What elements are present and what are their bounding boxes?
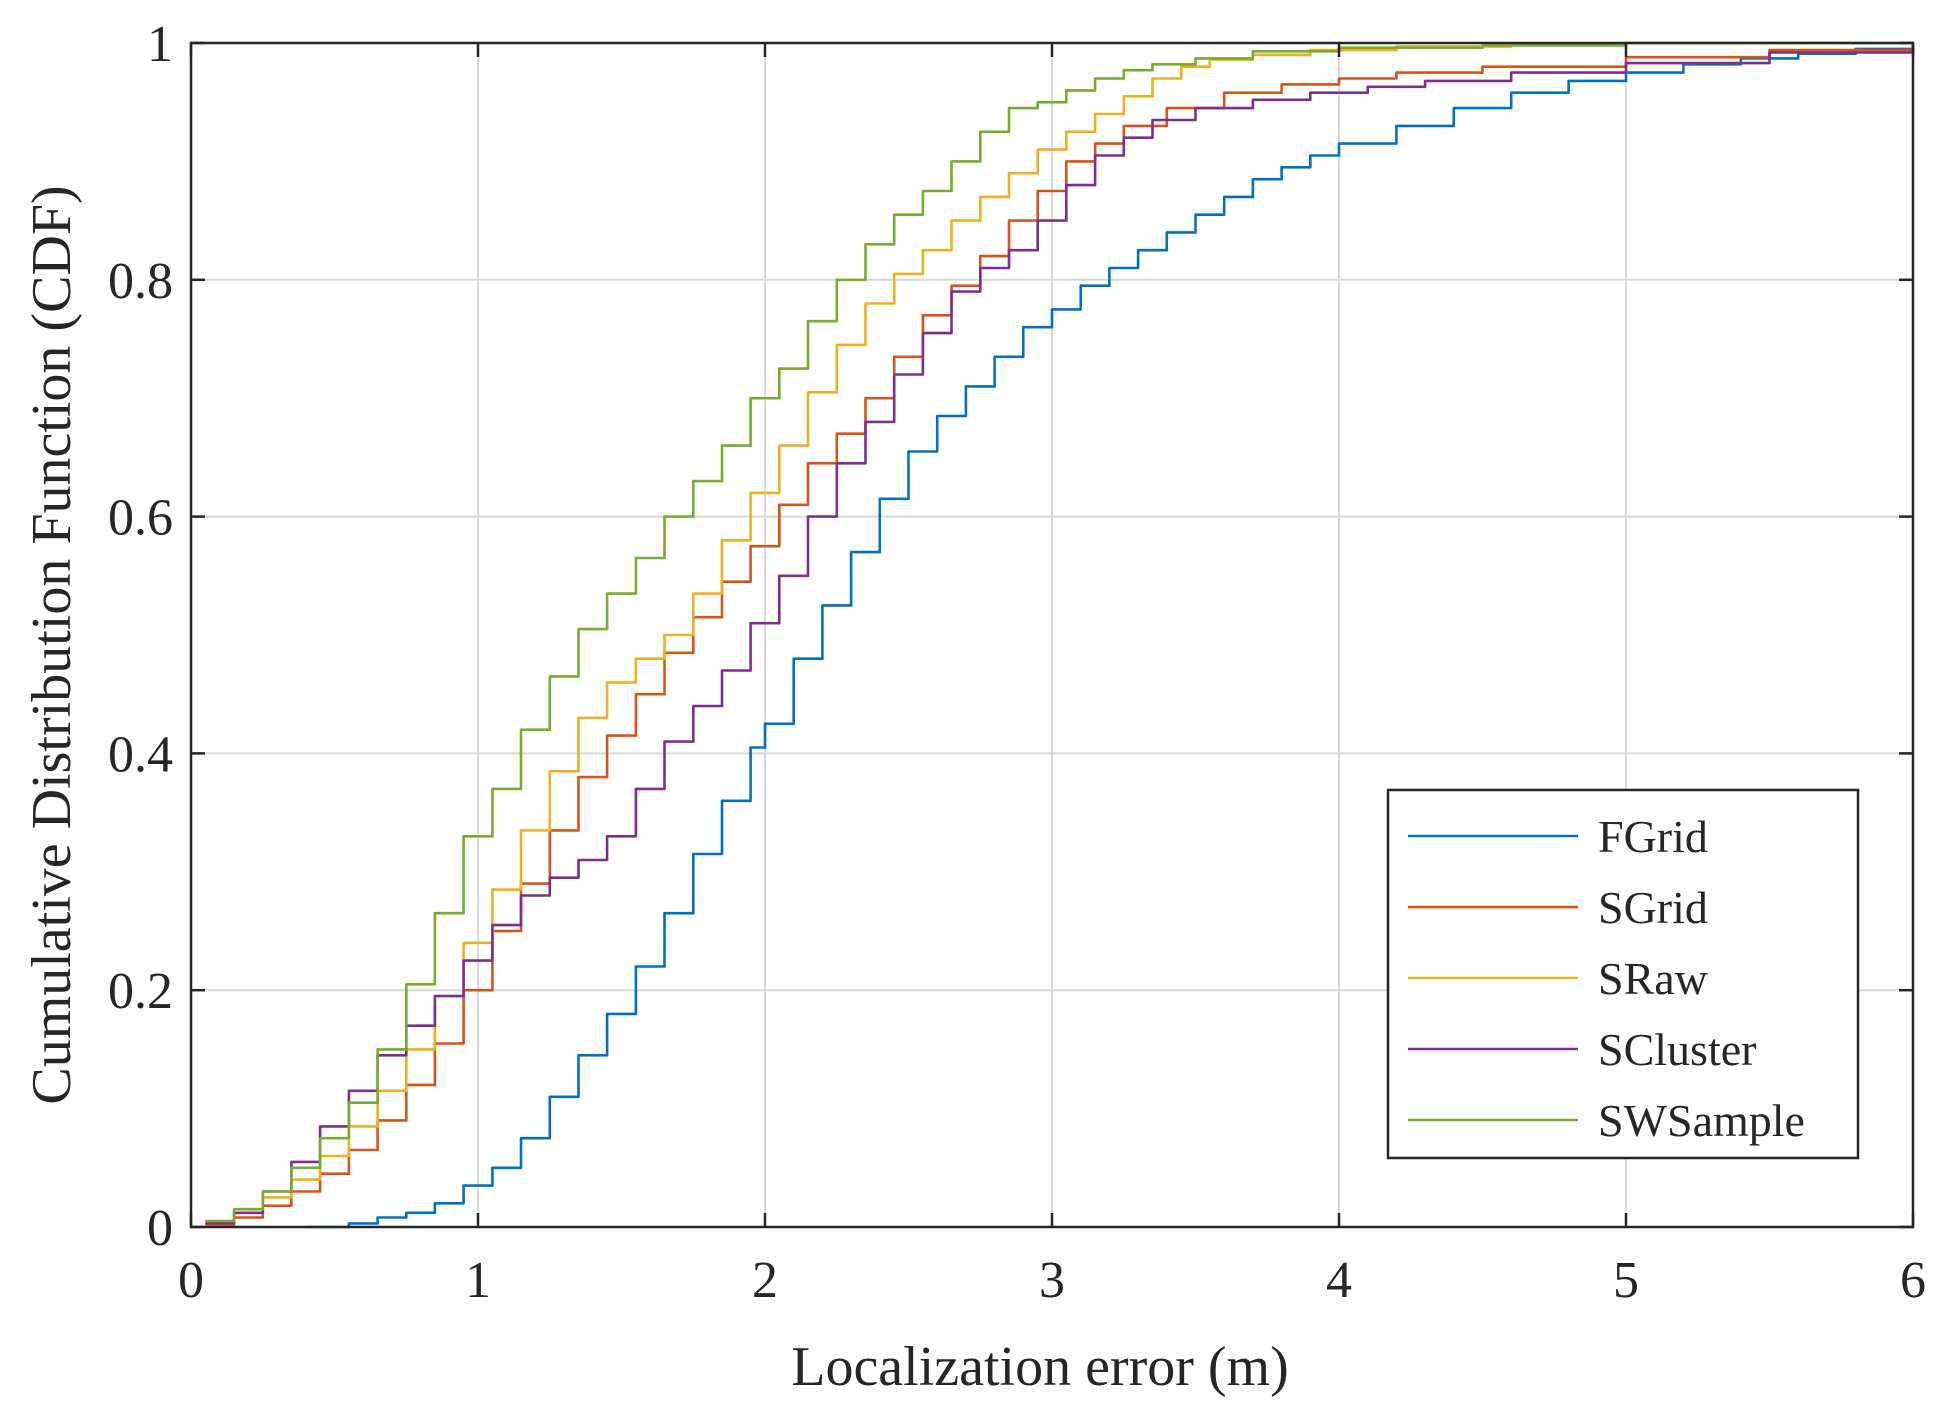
y-tick-label: 0.8	[108, 253, 173, 310]
series-lines	[205, 41, 1915, 1229]
legend-label-swsample: SWSample	[1598, 1095, 1805, 1146]
x-tick-label: 5	[1613, 1252, 1639, 1309]
y-tick-label: 0	[147, 1200, 173, 1257]
y-axis-label: Cumulative Distribution Function (CDF)	[21, 185, 83, 1104]
tick-labels: 0 1 2 3 4 5 6 0 0.2 0.4 0.6 0.8 1	[108, 16, 1926, 1309]
x-tick-label: 1	[465, 1252, 491, 1309]
series-line-sgrid	[205, 45, 1915, 1226]
x-tick-label: 3	[1039, 1252, 1065, 1309]
series-line-swsample	[205, 41, 1913, 1223]
legend-label-sraw: SRaw	[1598, 953, 1709, 1004]
legend-box	[1386, 788, 1860, 1160]
legend: FGrid SGrid SRaw SCluster SWSample	[1386, 788, 1860, 1160]
x-tick-label: 0	[178, 1252, 204, 1309]
y-tick-label: 1	[147, 16, 173, 73]
legend-label-sgrid: SGrid	[1598, 882, 1708, 933]
y-tick-label: 0.2	[108, 963, 173, 1020]
x-axis-label: Localization error (m)	[791, 1336, 1289, 1398]
legend-label-fgrid: FGrid	[1598, 811, 1708, 862]
series-line-sraw	[205, 41, 1913, 1225]
legend-label-scluster: SCluster	[1598, 1024, 1756, 1075]
series-line-fgrid	[305, 45, 1915, 1229]
x-tick-label: 2	[752, 1252, 778, 1309]
y-tick-label: 0.6	[108, 490, 173, 547]
axes	[189, 41, 1915, 1229]
y-tick-label: 0.4	[108, 726, 173, 783]
x-tick-label: 4	[1326, 1252, 1352, 1309]
x-tick-label: 6	[1900, 1252, 1926, 1309]
